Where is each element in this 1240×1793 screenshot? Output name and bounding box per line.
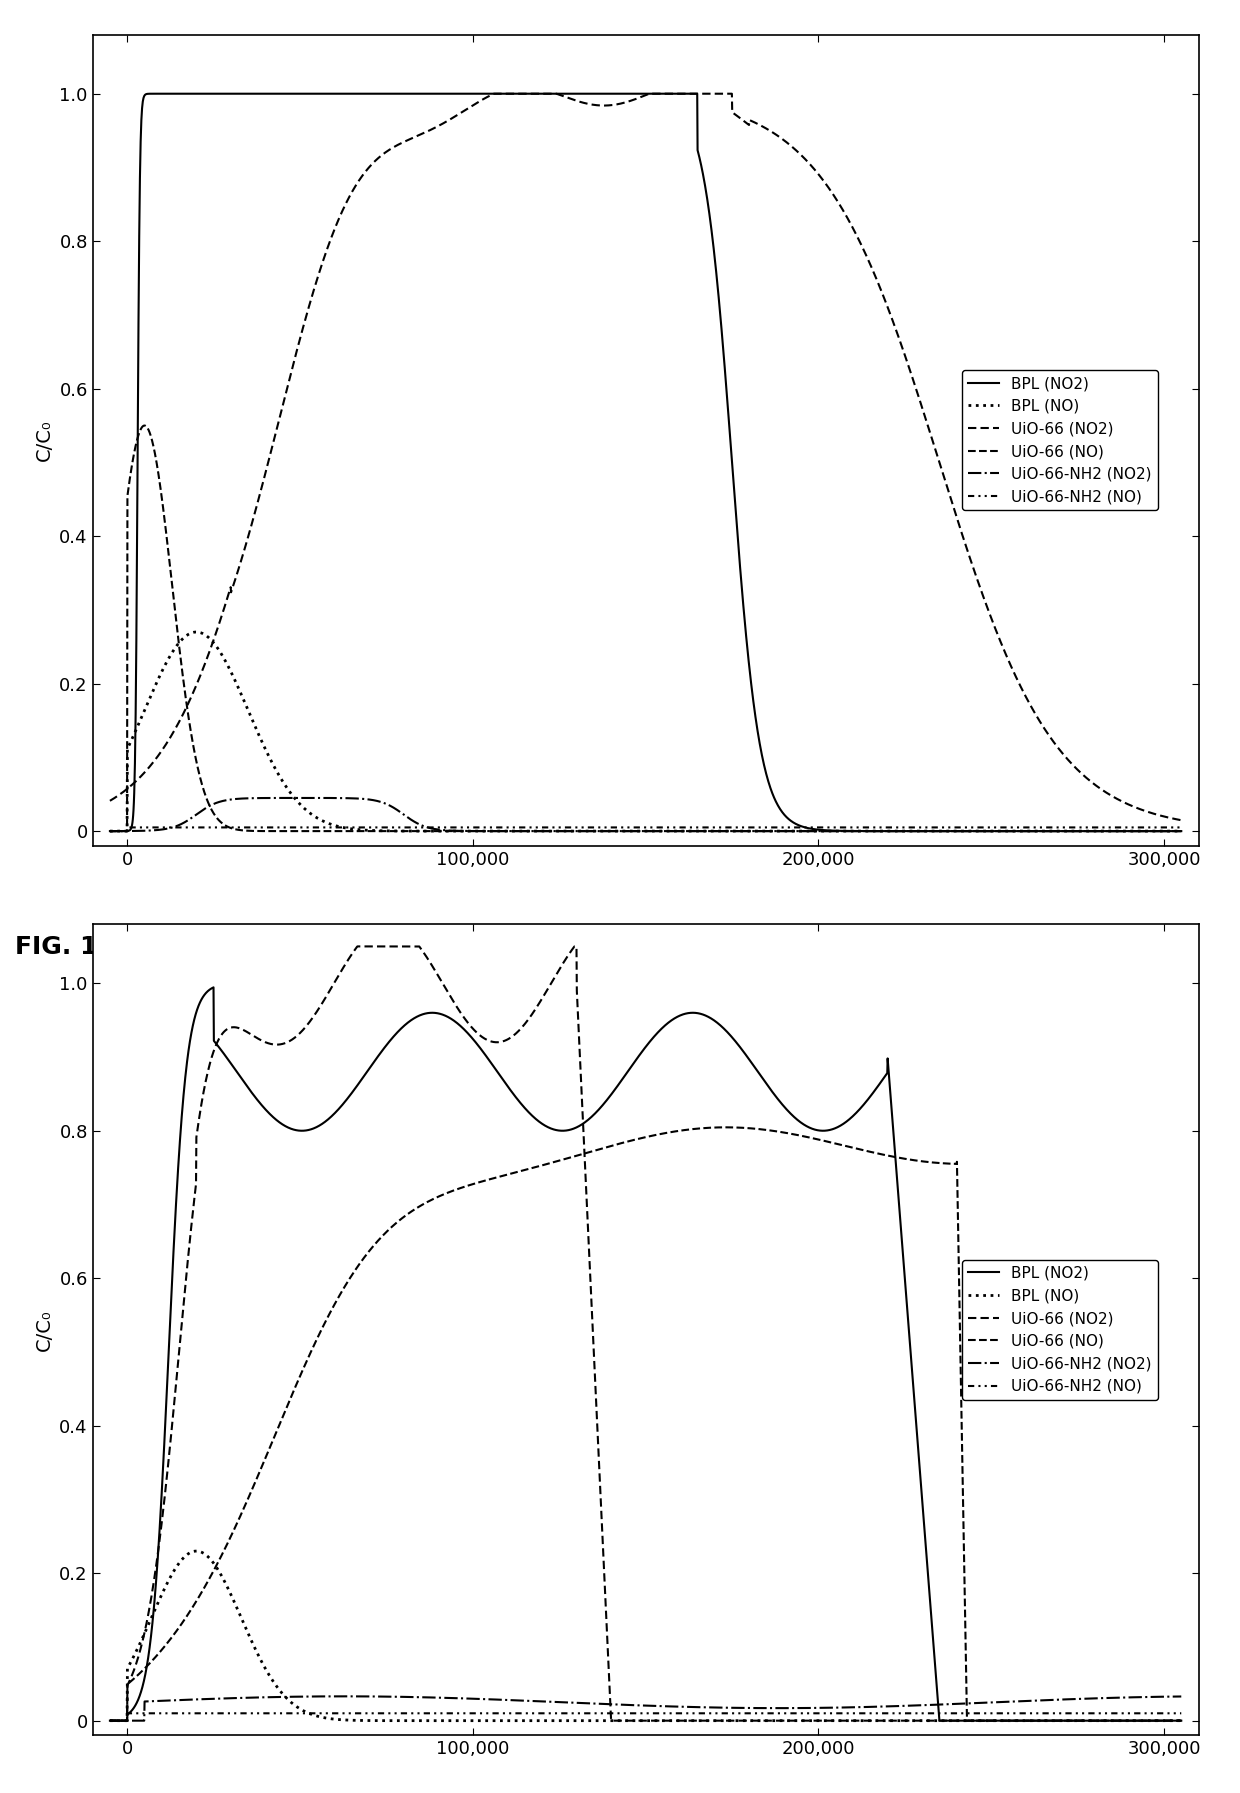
Y-axis label: C/C₀: C/C₀ — [35, 1309, 53, 1350]
Y-axis label: C/C₀: C/C₀ — [35, 420, 53, 461]
Text: Weighted Time (min/g): Weighted Time (min/g) — [534, 936, 758, 954]
Legend: BPL (NO2), BPL (NO), UiO-66 (NO2), UiO-66 (NO), UiO-66-NH2 (NO2), UiO-66-NH2 (NO: BPL (NO2), BPL (NO), UiO-66 (NO2), UiO-6… — [962, 1260, 1158, 1400]
Text: FIG. 1A: FIG. 1A — [15, 936, 117, 959]
Legend: BPL (NO2), BPL (NO), UiO-66 (NO2), UiO-66 (NO), UiO-66-NH2 (NO2), UiO-66-NH2 (NO: BPL (NO2), BPL (NO), UiO-66 (NO2), UiO-6… — [962, 369, 1158, 511]
